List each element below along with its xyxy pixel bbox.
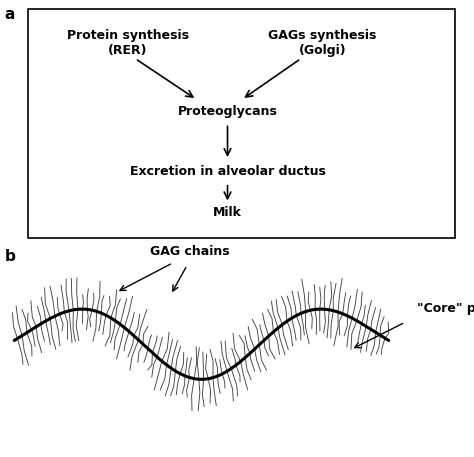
Text: Excretion in alveolar ductus: Excretion in alveolar ductus: [129, 165, 326, 178]
Text: Proteoglycans: Proteoglycans: [178, 106, 277, 118]
Text: GAG chains: GAG chains: [150, 245, 229, 258]
Text: "Core" protein: "Core" protein: [417, 303, 474, 315]
FancyBboxPatch shape: [28, 9, 455, 238]
Text: Protein synthesis
(RER): Protein synthesis (RER): [67, 29, 189, 58]
Text: GAGs synthesis
(Golgi): GAGs synthesis (Golgi): [268, 29, 376, 58]
Text: Milk: Milk: [213, 206, 242, 219]
Text: a: a: [5, 7, 15, 22]
Text: b: b: [5, 249, 16, 264]
